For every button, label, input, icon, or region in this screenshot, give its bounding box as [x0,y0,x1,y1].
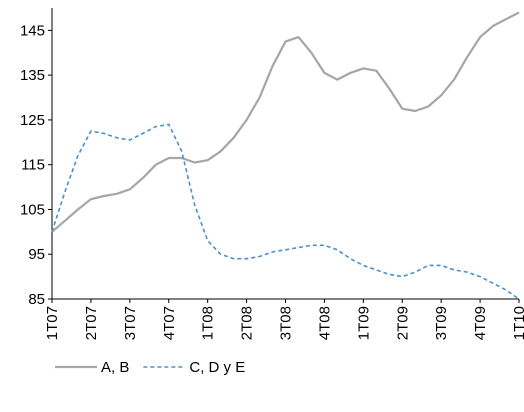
x-tick-label: 1T10 [511,306,524,340]
series-line [51,123,520,300]
y-tick-label: 135 [20,67,45,84]
legend-label: C, D y E [189,359,245,376]
series-line [51,11,520,233]
x-tick-label: 3T07 [122,306,139,340]
x-tick-label: 4T07 [161,306,178,340]
x-tick-label: 2T09 [394,306,411,340]
x-tick-label: 3T09 [433,306,450,340]
x-tick-label: 2T07 [83,306,100,340]
x-tick-label: 4T09 [472,306,489,340]
y-tick-label: 85 [28,291,45,308]
x-tick-label: 1T08 [200,306,217,340]
x-tick-label: 1T07 [44,306,61,340]
y-tick-label: 95 [28,246,45,263]
x-tick-label: 3T08 [278,306,295,340]
x-tick-label: 2T08 [239,306,256,340]
y-tick-label: 105 [20,201,45,218]
x-tick-label: 4T08 [316,306,333,340]
legend-label: A, B [101,359,129,376]
y-tick-label: 125 [20,112,45,129]
y-tick-label: 115 [21,157,45,174]
y-tick-label: 145 [20,22,45,39]
x-tick-label: 1T09 [355,306,372,340]
